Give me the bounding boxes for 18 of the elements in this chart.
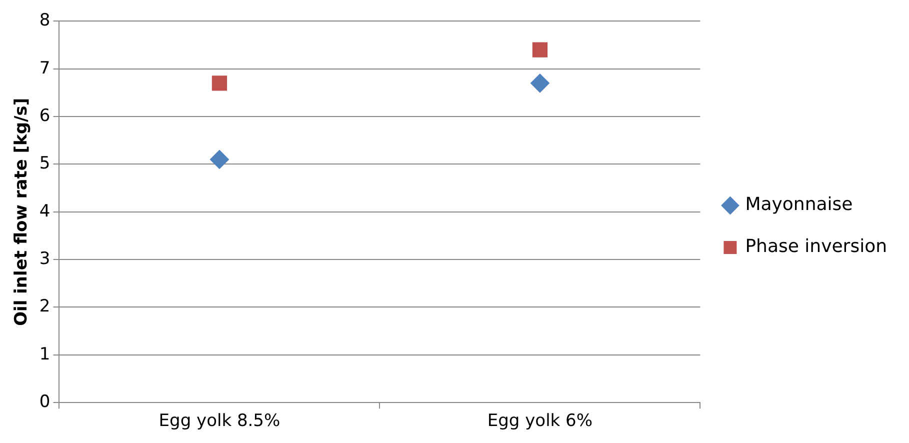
y-axis-title: Oil inlet flow rate [kg/s]	[12, 98, 32, 326]
y-tick-label: 1	[39, 344, 50, 364]
point	[212, 76, 228, 91]
point	[530, 74, 550, 93]
y-tick-label: 2	[39, 296, 50, 317]
x-tick-label: Egg yolk 6%	[487, 411, 593, 432]
y-tick-label: 6	[39, 106, 50, 126]
y-tick-label: 3	[39, 248, 50, 269]
point	[532, 42, 548, 58]
x-tick-label: Egg yolk 8.5%	[158, 411, 280, 432]
y-tick-label: 4	[39, 201, 50, 222]
y-tick-label: 7	[39, 58, 50, 78]
legend-label: Phase inversion	[745, 236, 888, 258]
y-tick-label: 5	[39, 154, 50, 174]
y-tick-label: 8	[39, 10, 50, 31]
y-tick-label: 0	[39, 392, 50, 412]
point	[210, 150, 229, 169]
legend-label: Mayonnaise	[745, 194, 853, 216]
